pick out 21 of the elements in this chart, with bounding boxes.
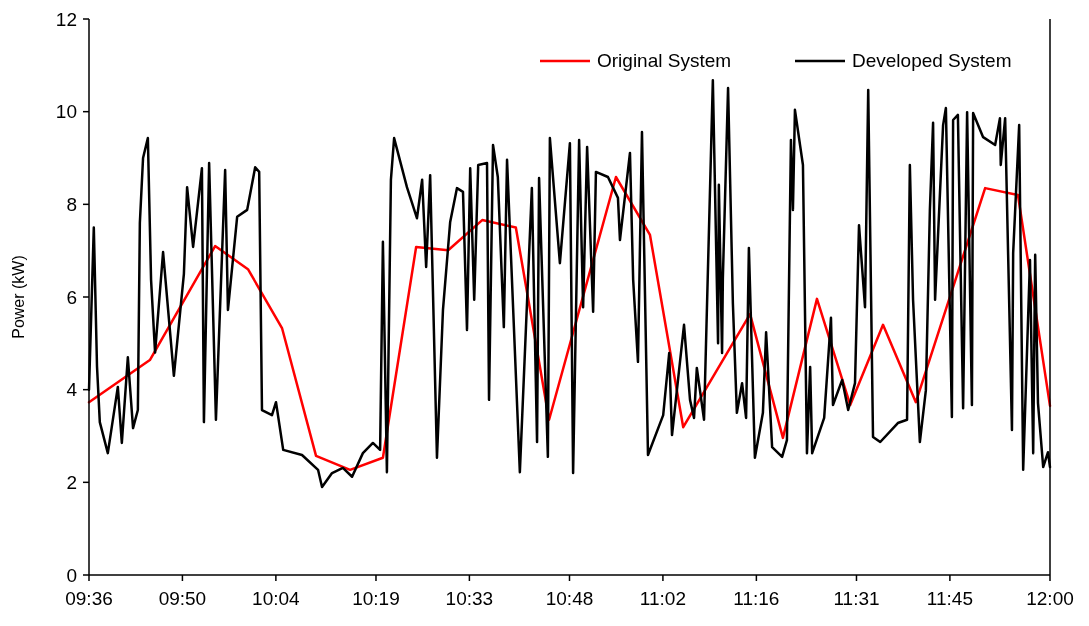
x-tick-label: 10:04: [252, 588, 301, 609]
y-tick-label: 2: [66, 471, 77, 493]
x-tick-label: 11:16: [733, 588, 780, 609]
x-tick-label: 12:00: [1026, 588, 1074, 609]
x-tick-label: 09:36: [65, 588, 113, 609]
x-tick-label: 09:50: [158, 588, 207, 609]
x-tick-label: 10:19: [352, 588, 400, 609]
y-tick-label: 6: [66, 286, 77, 308]
x-tick-label: 11:02: [639, 588, 686, 609]
x-tick-label: 11:31: [833, 588, 880, 609]
y-tick-label: 8: [66, 193, 77, 215]
y-axis-title: Power (kW): [10, 255, 27, 339]
x-tick-label: 10:48: [545, 588, 594, 609]
legend-label: Developed System: [852, 50, 1012, 71]
x-tick-label: 10:33: [445, 588, 494, 609]
y-tick-label: 4: [66, 379, 78, 401]
y-tick-label: 12: [55, 8, 77, 30]
y-tick-label: 0: [66, 564, 77, 586]
y-tick-label: 10: [55, 101, 77, 123]
x-tick-label: 11:45: [926, 588, 973, 609]
legend-label: Original System: [597, 50, 732, 71]
